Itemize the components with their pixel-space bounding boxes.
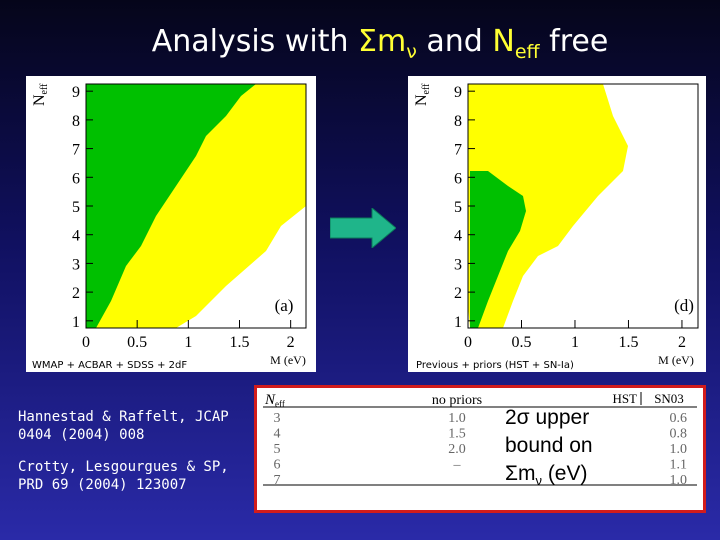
cell-no-priors: 1.0 [448, 411, 466, 426]
reference-2: Crotty, Lesgourgues & SP, PRD 69 (2004) … [18, 459, 229, 493]
cell-no-priors: 1.5 [448, 427, 466, 442]
cell-hst-sn: 0.6 [670, 411, 688, 426]
y-tick-label: 6 [454, 170, 462, 187]
table-rows: 3 1.0 0.64 1.5 0.85 2.0 1.06–1.17 1.0 [274, 411, 688, 488]
y-tick-label: 1 [72, 314, 80, 331]
inner-region [86, 84, 256, 328]
y-tick-label: 2 [454, 285, 462, 302]
contour-plot-wmap-svg: 1 2 3 4 5 6 7 8 9 0 0.5 1 1.5 2 Neff (a) M (eV) [31, 83, 307, 367]
bound-note-line2: bound on [505, 434, 593, 457]
cell-no-priors: 2.0 [448, 442, 466, 457]
title-nu: ν [406, 41, 417, 63]
y-tick-label: 9 [72, 84, 80, 101]
y-tick-label: 5 [72, 199, 80, 216]
cell-hst-sn: 1.0 [670, 442, 688, 457]
cell-neff: 5 [274, 442, 281, 457]
contour-plot-wmap: 1 2 3 4 5 6 7 8 9 0 0.5 1 1.5 2 Neff (a) M (eV) WMAP… [26, 76, 316, 372]
y-tick-label: 2 [72, 285, 80, 302]
y-tick-label: 7 [72, 142, 80, 159]
contour-plot-priors: 1 2 3 4 5 6 7 8 9 0 0.5 1 1.5 2 Neff (d) M (eV) Prev… [408, 76, 706, 372]
arrow-right-icon [330, 208, 396, 248]
title-neff-sub: eff [514, 41, 540, 63]
y-tick-label: 8 [454, 113, 462, 130]
x-tick-label: 0.5 [511, 334, 531, 351]
title-neff-n: N [492, 24, 515, 59]
x-tick-label: 1.5 [229, 334, 249, 351]
bound-note-line3: Σmν (eV) [505, 460, 615, 495]
cell-neff: 7 [274, 473, 281, 488]
table-row: 7 1.0 [274, 473, 688, 488]
left-panel-caption: WMAP + ACBAR + SDSS + 2dF [32, 360, 188, 371]
bound-note-sum: Σm [505, 462, 536, 485]
title-prefix: Analysis with [151, 24, 359, 59]
cell-neff: 6 [274, 458, 281, 473]
panel-label: (a) [275, 296, 294, 315]
y-axis-label: Neff [413, 83, 432, 106]
y-tick-marks: 1 2 3 4 5 6 7 8 9 [72, 84, 93, 331]
title-suffix: free [539, 24, 609, 59]
reference-1: Hannestad & Raffelt, JCAP 0404 (2004) 00… [18, 409, 229, 443]
slide-title: Analysis with Σmν and Neff free [0, 24, 720, 63]
x-tick-label: 2 [678, 334, 686, 351]
y-tick-label: 4 [454, 228, 462, 245]
header-neff: Neff [264, 392, 285, 409]
x-tick-marks: 0 0.5 1 1.5 2 [82, 320, 295, 351]
cell-hst-sn: 0.8 [670, 427, 688, 442]
header-no-priors: no priors [432, 393, 482, 408]
neutrino-bound-table: Neff no priors HST SN03 3 1.0 0.6 4 1.5 0.8 5 2… [254, 385, 706, 513]
y-tick-label: 8 [72, 113, 80, 130]
bound-note-line1: 2σ upper [505, 406, 590, 429]
neutrino-bound-table-svg: Neff no priors HST SN03 3 1.0 0.6 4 1.5 0.8 5 2… [263, 391, 697, 488]
title-and: and [416, 24, 493, 59]
table-row: 6 – 1.1 [274, 458, 688, 473]
y-tick-marks: 1 2 3 4 5 6 7 8 9 [454, 84, 475, 331]
outer-region [468, 84, 628, 328]
cell-hst-sn: 1.1 [670, 458, 688, 473]
header-sn: SN03 [654, 391, 684, 406]
header-hst: HST [612, 391, 637, 406]
cell-no-priors: – [453, 458, 462, 473]
y-tick-label: 7 [454, 142, 462, 159]
x-tick-label: 1.5 [618, 334, 638, 351]
cell-neff: 3 [274, 411, 281, 426]
x-tick-label: 0.5 [127, 334, 147, 351]
contour-plot-priors-svg: 1 2 3 4 5 6 7 8 9 0 0.5 1 1.5 2 Neff (d) M (eV) [413, 83, 699, 367]
x-tick-label: 0 [82, 334, 90, 351]
x-tick-label: 1 [571, 334, 579, 351]
x-axis-label: M (eV) [270, 353, 306, 367]
y-axis-label: Neff [31, 83, 50, 106]
y-tick-label: 3 [454, 256, 462, 273]
inner-region [470, 171, 526, 328]
table-row: 4 1.5 0.8 [274, 427, 688, 442]
y-tick-label: 1 [454, 314, 462, 331]
title-sum-m: Σm [358, 24, 407, 59]
table-row: 5 2.0 1.0 [274, 442, 688, 457]
y-tick-label: 3 [72, 256, 80, 273]
bound-note-unit: (eV) [541, 462, 588, 485]
right-panel-caption: Previous + priors (HST + SN-Ia) [416, 360, 574, 371]
cell-neff: 4 [274, 427, 281, 442]
panel-label: (d) [674, 296, 694, 315]
y-tick-label: 6 [72, 170, 80, 187]
x-axis-label: M (eV) [658, 353, 694, 367]
y-tick-label: 9 [454, 84, 462, 101]
y-tick-label: 5 [454, 199, 462, 216]
references: Hannestad & Raffelt, JCAP 0404 (2004) 00… [18, 408, 248, 508]
x-tick-label: 2 [287, 334, 295, 351]
bound-note-nu: ν [535, 473, 542, 489]
bound-note: 2σ upper bound on Σmν (eV) [505, 404, 615, 495]
x-tick-label: 1 [184, 334, 192, 351]
y-tick-label: 4 [72, 228, 80, 245]
table-row: 3 1.0 0.6 [274, 411, 688, 426]
x-tick-marks: 0 0.5 1 1.5 2 [464, 320, 686, 351]
cell-hst-sn: 1.0 [670, 473, 688, 488]
x-tick-label: 0 [464, 334, 472, 351]
